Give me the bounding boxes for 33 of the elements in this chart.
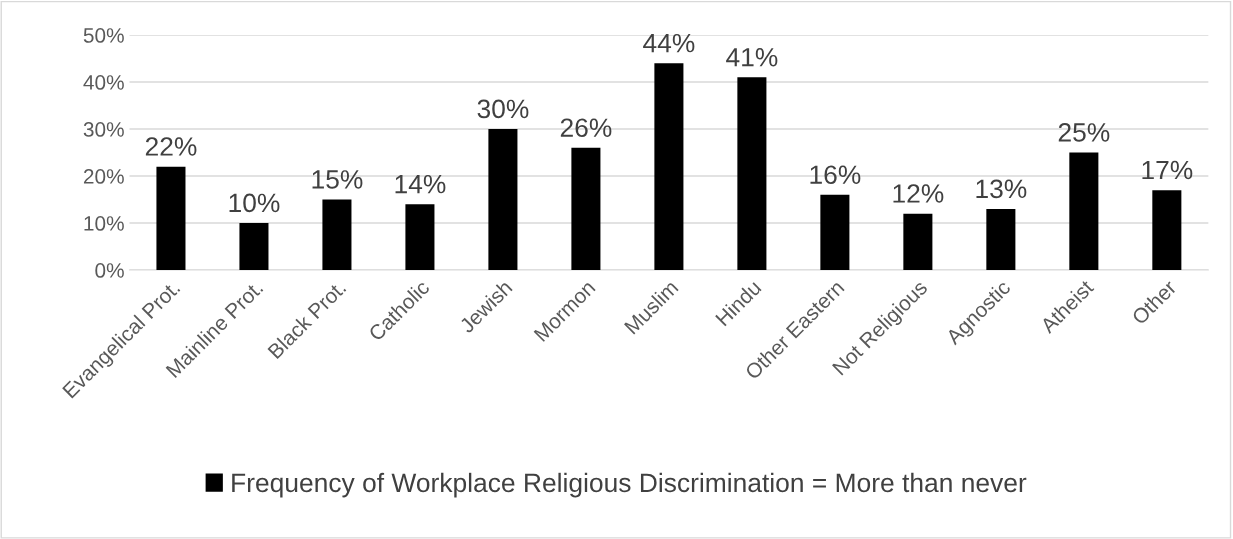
data-label: 44% [643, 33, 695, 53]
y-tick-label: 0% [95, 263, 124, 278]
bar [820, 194, 850, 271]
y-tick-label: 30% [83, 122, 124, 137]
data-label: 26% [560, 118, 612, 138]
data-label: 41% [726, 47, 778, 67]
data-label: 17% [1142, 160, 1193, 180]
bar [488, 129, 518, 271]
bar [571, 147, 601, 271]
bar [405, 204, 435, 271]
bar [156, 166, 186, 271]
data-label: 30% [477, 99, 529, 119]
y-tick-label: 20% [83, 169, 124, 184]
data-label: 15% [312, 170, 363, 189]
data-label: 16% [810, 165, 861, 185]
data-label: 25% [1058, 123, 1110, 142]
data-label: 13% [976, 179, 1027, 199]
bar [654, 63, 684, 271]
bar [322, 199, 352, 271]
data-label: 22% [145, 137, 197, 156]
data-label: 14% [395, 174, 446, 194]
data-label: 10% [229, 193, 280, 213]
bar [737, 77, 767, 271]
bar [239, 223, 269, 271]
bar [1152, 190, 1182, 271]
y-tick-label: 10% [84, 216, 124, 231]
data-label: 12% [893, 184, 944, 203]
y-tick-label: 40% [83, 75, 124, 90]
bar [903, 213, 933, 271]
legend-label: Frequency of Workplace Religious Discrimination = More than never [232, 472, 1027, 498]
bar [1069, 152, 1099, 271]
y-tick-label: 50% [83, 28, 124, 43]
bar [986, 208, 1016, 271]
